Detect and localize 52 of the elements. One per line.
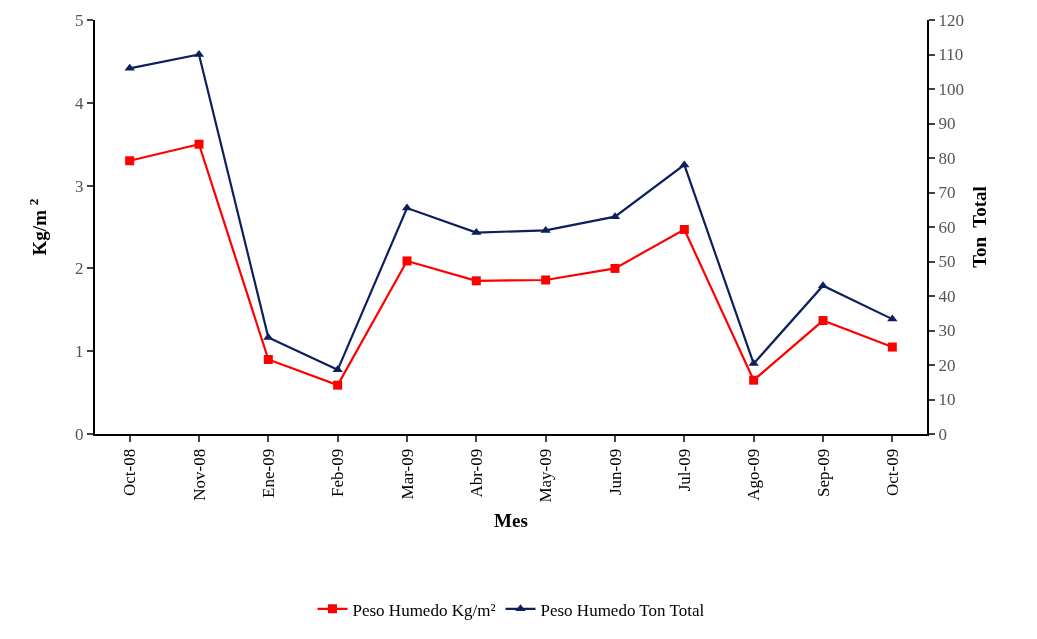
legend-label: Peso Humedo Kg/m²: [352, 600, 496, 620]
y-tick-label: 5: [75, 10, 84, 30]
point: [125, 156, 135, 166]
point: [402, 256, 412, 266]
y2-tick-label: 100: [938, 79, 964, 99]
point: [332, 365, 343, 373]
x-tick-label: Abr-09: [466, 448, 486, 498]
x-tick-label: Ene-09: [258, 448, 278, 498]
y2-tick-label: 110: [938, 45, 964, 65]
point: [263, 354, 273, 364]
x-tick-label: Oct-09: [882, 448, 902, 497]
y2-tick-label: 40: [938, 286, 956, 306]
y2-tick-label: 20: [938, 355, 956, 375]
y-tick-label: 1: [75, 342, 84, 362]
point: [818, 316, 828, 326]
x-tick-label: Mar-09: [397, 448, 417, 500]
y2-tick-label: 30: [938, 321, 956, 341]
y-tick-label: 2: [75, 259, 84, 279]
y2-tick-label: 60: [938, 217, 956, 237]
point: [471, 276, 481, 286]
y2-tick-label: 0: [938, 424, 947, 444]
x-tick-label: Sep-09: [813, 448, 833, 497]
point: [263, 332, 274, 340]
y2-tick-label: 90: [938, 114, 956, 134]
y2-tick-label: 50: [938, 252, 956, 272]
x-tick-label: Jun-09: [605, 448, 625, 496]
x-tick-label: Jul-09: [674, 448, 694, 492]
x-tick-label: Ago-09: [744, 448, 764, 501]
y2-tick-label: 120: [938, 10, 964, 30]
point: [679, 224, 689, 234]
x-tick-label: May-09: [536, 448, 556, 503]
point: [749, 375, 759, 385]
y2-tick-label: 10: [938, 390, 956, 410]
y-tick-label: 3: [75, 176, 84, 196]
point: [124, 63, 135, 71]
legend-label: Peso Humedo Ton Total: [540, 600, 705, 620]
x-tick-label: Nov-08: [189, 448, 209, 501]
x-axis-title: Mes: [494, 509, 528, 531]
point: [610, 263, 620, 273]
y2-tick-label: 70: [938, 183, 956, 203]
y2-tick-label: 80: [938, 148, 956, 168]
y-tick-label: 4: [75, 93, 85, 113]
point: [679, 160, 690, 168]
x-tick-label: Feb-09: [328, 448, 348, 497]
x-tick-label: Oct-08: [120, 448, 140, 497]
point: [887, 342, 897, 352]
point: [540, 225, 551, 233]
point: [333, 380, 343, 390]
point: [194, 139, 204, 149]
y2-axis-title: Ton Total: [968, 186, 990, 268]
point: [541, 275, 551, 285]
y-tick-label: 0: [75, 424, 84, 444]
